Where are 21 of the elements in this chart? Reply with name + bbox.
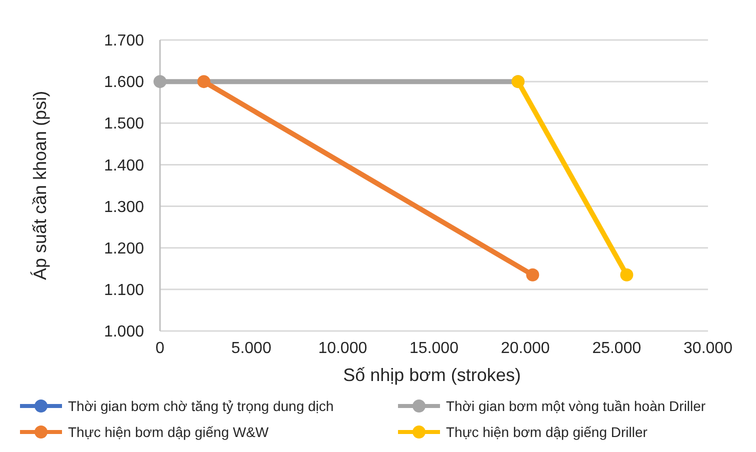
- y-tick-label: 1.500: [104, 116, 144, 133]
- x-tick-label: 5.000: [231, 340, 272, 357]
- x-tick-label: 20.000: [500, 340, 550, 357]
- y-tick-label: 1.700: [104, 32, 144, 50]
- y-tick-label: 1.300: [104, 198, 144, 216]
- y-tick-label: 1.200: [104, 240, 144, 258]
- x-tick-label: 10.000: [318, 340, 368, 357]
- x-tick-label: 25.000: [592, 340, 642, 357]
- y-tick-label: 1.400: [104, 157, 144, 174]
- y-tick-label: 1.100: [104, 282, 144, 300]
- legend-label: Thời gian bơm một vòng tuần hoàn Driller: [446, 398, 706, 414]
- x-tick-label: 15.000: [410, 340, 459, 357]
- y-tick-label: 1.600: [104, 74, 144, 92]
- x-tick-label: 0: [156, 340, 165, 357]
- legend-label: Thời gian bơm chờ tăng tỷ trọng dung dịch: [68, 398, 334, 414]
- x-tick-label: 30.000: [684, 340, 733, 357]
- legend-label: Thực hiện bơm dập giếng W&W: [68, 424, 270, 440]
- legend-label: Thực hiện bơm dập giếng Driller: [446, 424, 648, 440]
- y-axis-title: Áp suất cần khoan (psi): [30, 90, 50, 280]
- y-tick-label: 1.000: [104, 324, 144, 341]
- x-axis-title: Số nhịp bơm (strokes): [343, 365, 521, 385]
